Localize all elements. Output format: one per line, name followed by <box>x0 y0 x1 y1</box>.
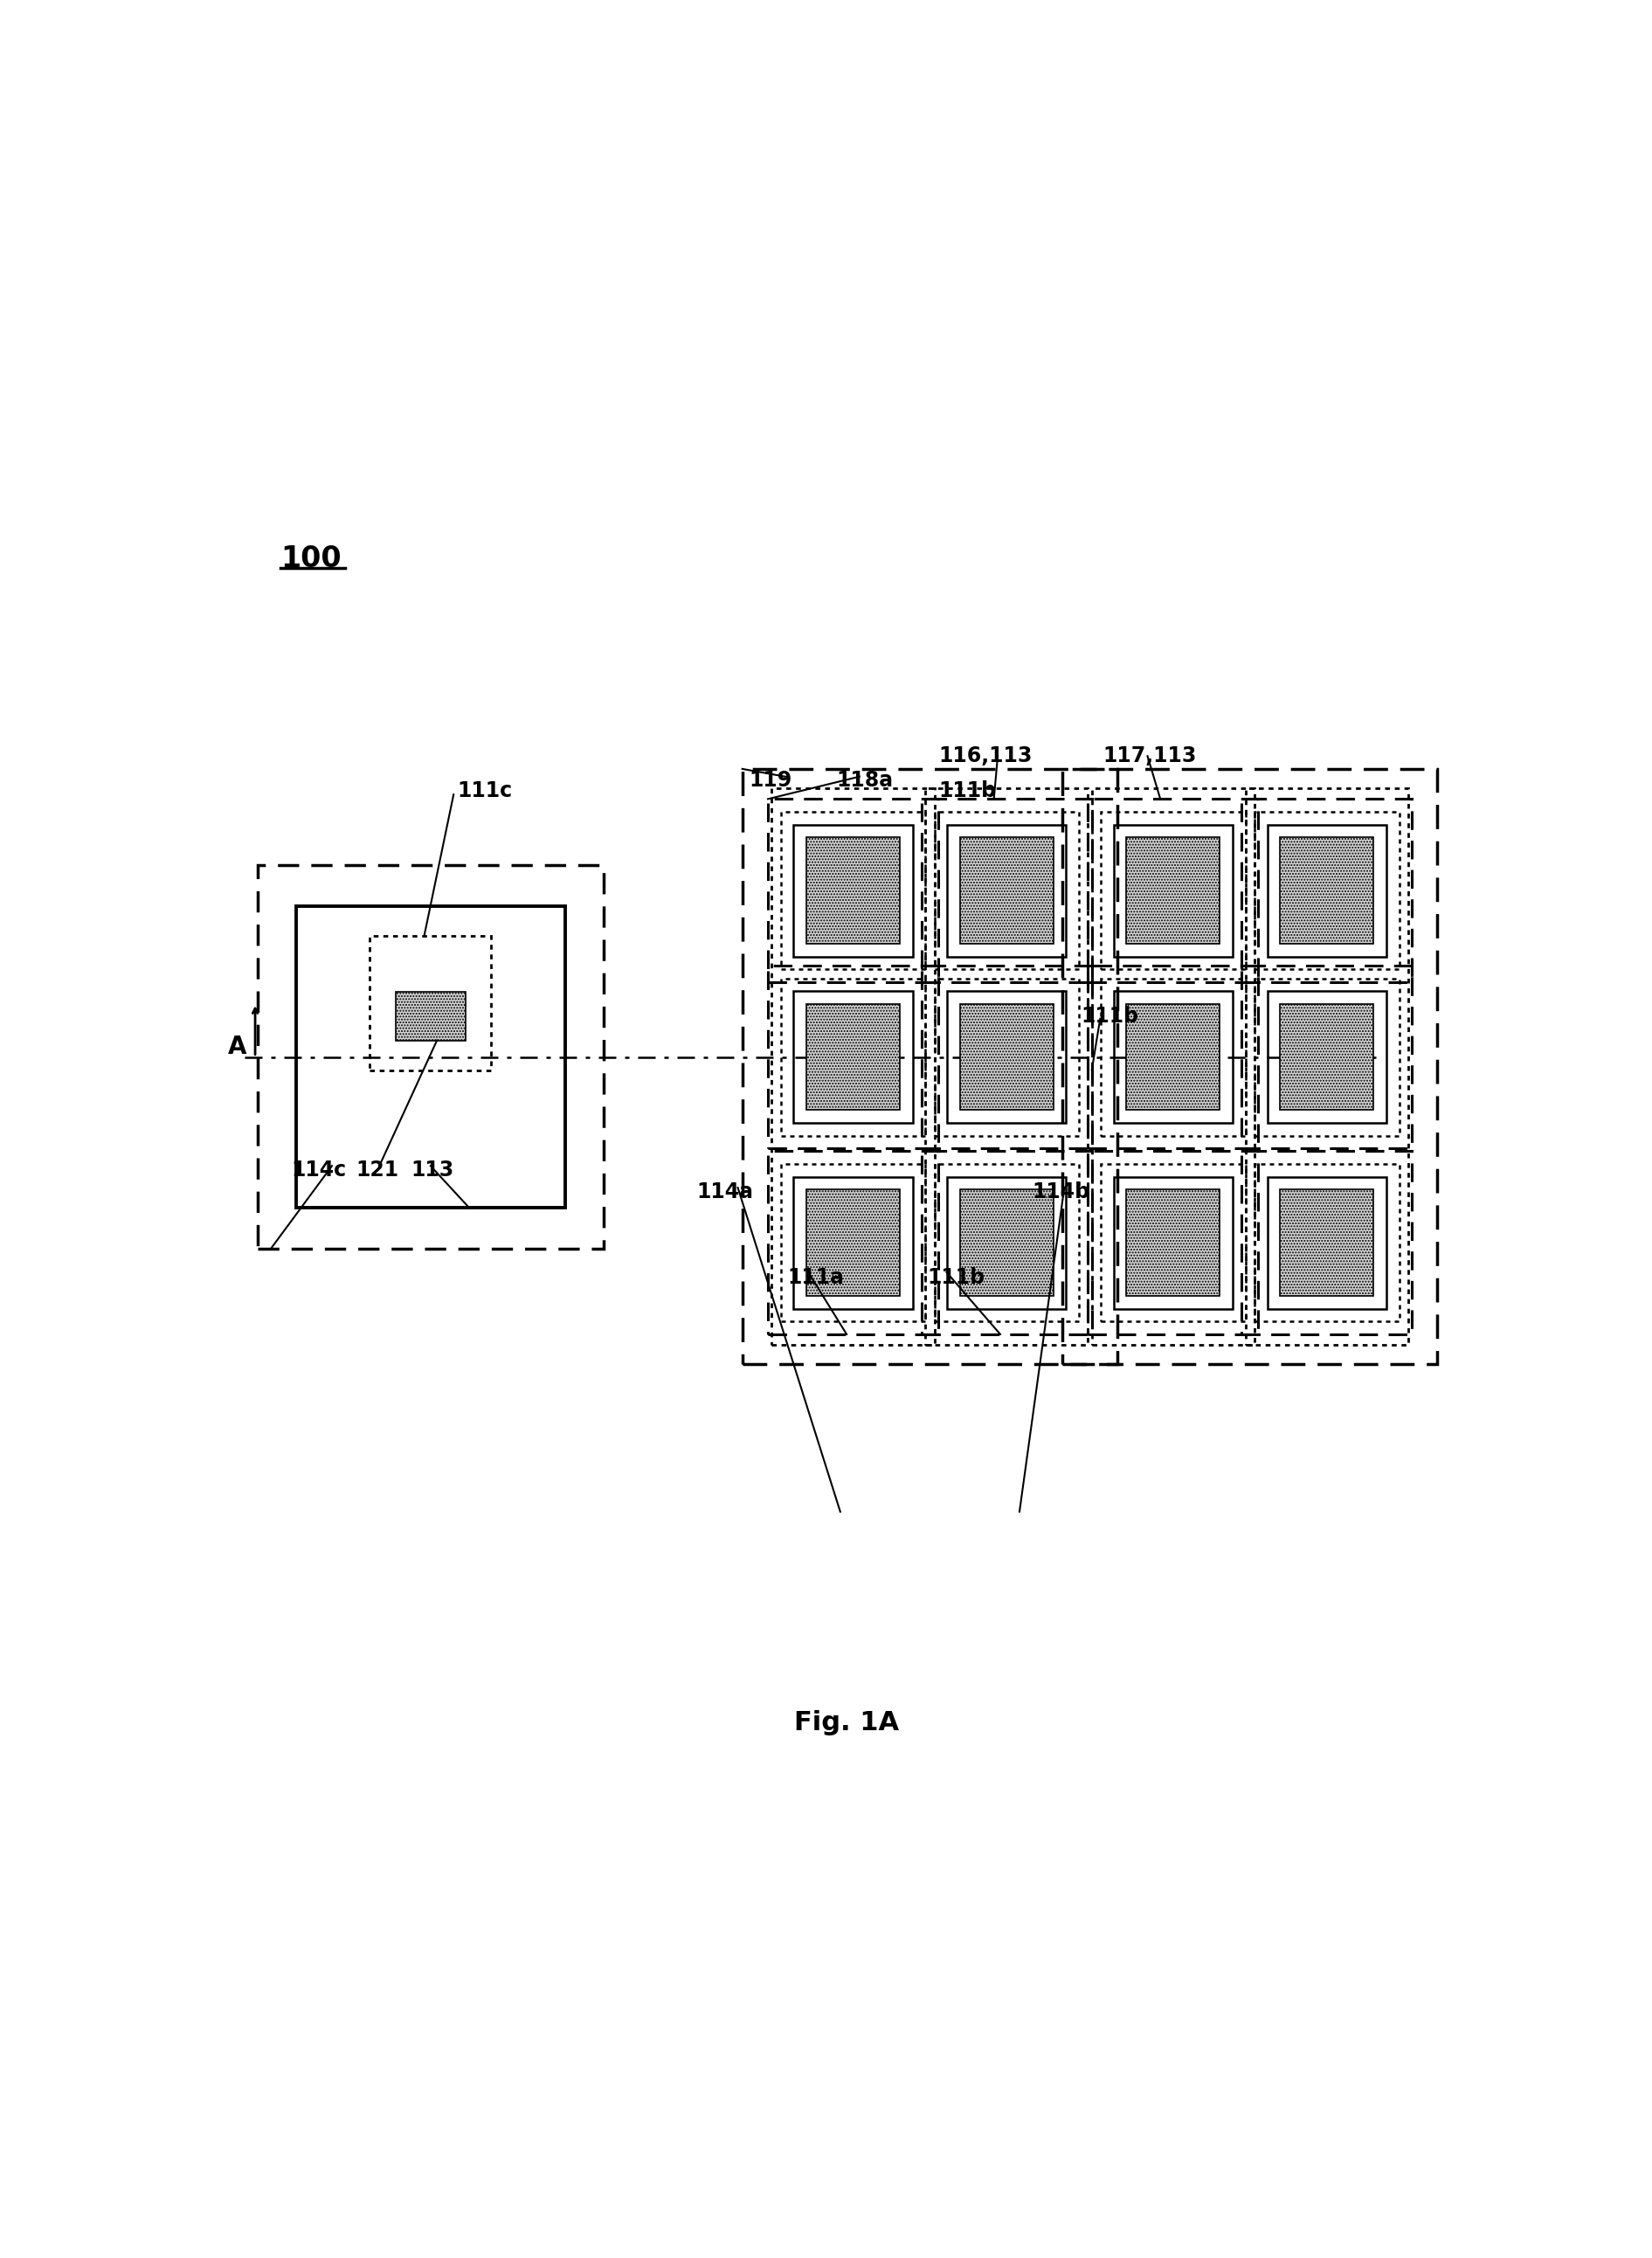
Bar <box>771 788 935 1346</box>
Bar <box>922 1152 1092 1334</box>
Bar <box>793 824 912 957</box>
Text: 114b: 114b <box>1032 1181 1090 1201</box>
Bar <box>781 1163 925 1321</box>
Text: 111c: 111c <box>458 781 512 802</box>
Bar <box>370 937 491 1070</box>
Bar <box>806 838 900 944</box>
Text: 116,113: 116,113 <box>938 745 1032 765</box>
Text: 114a: 114a <box>697 1181 753 1201</box>
Bar <box>1089 966 1259 1149</box>
Bar <box>781 813 925 969</box>
Bar <box>806 1190 900 1296</box>
Bar <box>768 966 938 1149</box>
Bar <box>960 838 1054 944</box>
Bar <box>1242 1152 1412 1334</box>
Text: 111b: 111b <box>938 781 996 802</box>
Bar <box>1246 788 1408 1346</box>
Bar <box>258 865 603 1249</box>
Text: A': A' <box>1189 1032 1216 1057</box>
Bar <box>935 978 1079 1136</box>
Bar <box>1127 1005 1219 1111</box>
Bar <box>922 966 1092 1149</box>
Bar <box>742 770 1117 1364</box>
Text: 111a: 111a <box>788 1267 844 1287</box>
Text: 118a: 118a <box>836 770 894 790</box>
Bar <box>960 1190 1054 1296</box>
Text: 113: 113 <box>411 1158 454 1181</box>
Bar <box>1100 978 1246 1136</box>
Bar <box>1062 770 1437 1364</box>
Bar <box>1089 799 1259 982</box>
Bar <box>960 1005 1054 1111</box>
Bar <box>768 799 938 982</box>
Text: 117,113: 117,113 <box>1104 745 1196 765</box>
Bar <box>1280 1005 1373 1111</box>
Bar <box>947 991 1066 1122</box>
Bar <box>947 1176 1066 1310</box>
Bar <box>1127 1190 1219 1296</box>
Bar <box>781 978 925 1136</box>
Bar <box>806 1005 900 1111</box>
Text: 111b: 111b <box>1080 1005 1138 1027</box>
Bar <box>296 905 565 1208</box>
Bar <box>793 1176 912 1310</box>
Text: 121: 121 <box>357 1158 400 1181</box>
Bar <box>1113 824 1232 957</box>
Bar <box>1254 1163 1399 1321</box>
Bar <box>925 788 1089 1346</box>
Bar <box>947 824 1066 957</box>
Bar <box>1100 1163 1246 1321</box>
Bar <box>1127 838 1219 944</box>
Text: 114c: 114c <box>291 1158 347 1181</box>
Text: Fig. 1A: Fig. 1A <box>795 1709 899 1736</box>
Text: 100: 100 <box>281 544 342 574</box>
Bar <box>935 1163 1079 1321</box>
Bar <box>1267 991 1386 1122</box>
Bar <box>1242 966 1412 1149</box>
Bar <box>395 991 466 1041</box>
Bar <box>1089 1152 1259 1334</box>
Bar <box>768 1152 938 1334</box>
Bar <box>1267 1176 1386 1310</box>
Bar <box>1092 788 1254 1346</box>
Bar <box>1113 1176 1232 1310</box>
Bar <box>1254 813 1399 969</box>
Bar <box>793 991 912 1122</box>
Bar <box>1280 838 1373 944</box>
Bar <box>1113 991 1232 1122</box>
Bar <box>1254 978 1399 1136</box>
Bar <box>1100 813 1246 969</box>
Bar <box>1267 824 1386 957</box>
Text: 111b: 111b <box>927 1267 985 1287</box>
Bar <box>1280 1190 1373 1296</box>
Text: A: A <box>228 1034 246 1059</box>
Text: 119: 119 <box>750 770 793 790</box>
Bar <box>1242 799 1412 982</box>
Bar <box>935 813 1079 969</box>
Bar <box>922 799 1092 982</box>
